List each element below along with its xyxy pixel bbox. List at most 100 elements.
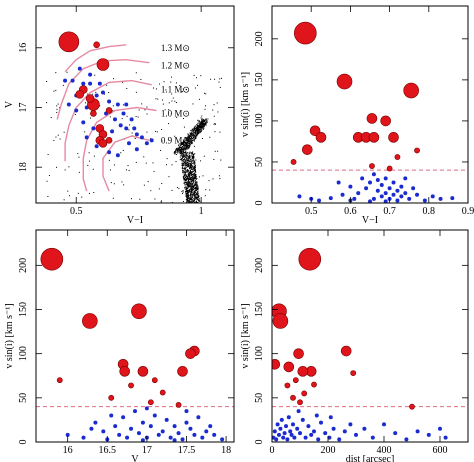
field-star: [193, 184, 195, 186]
field-star: [192, 180, 194, 182]
data-point-slow: [298, 431, 302, 436]
field-star: [195, 132, 197, 134]
field-star: [195, 207, 196, 208]
field-star: [196, 186, 198, 188]
field-star: [187, 160, 189, 162]
slow-rotators: [297, 172, 455, 203]
field-star: [191, 166, 193, 168]
field-star: [203, 123, 205, 125]
field-star: [195, 178, 197, 180]
y-tick-label: 0: [18, 440, 29, 445]
field-star: [126, 87, 128, 89]
data-point-slow: [403, 176, 408, 181]
field-star: [182, 142, 184, 144]
track-3: [82, 106, 157, 192]
field-star: [184, 164, 186, 166]
field-star: [185, 139, 187, 141]
data-point-slow: [375, 178, 380, 183]
field-star: [192, 154, 194, 156]
data-point-slow: [275, 422, 280, 427]
field-star: [150, 190, 152, 192]
field-star: [188, 174, 190, 176]
field-star: [190, 182, 192, 184]
data-point-slow: [94, 144, 99, 149]
field-star: [189, 144, 191, 146]
field-star: [188, 190, 190, 192]
data-point-fast: [311, 381, 317, 388]
field-star: [195, 173, 197, 175]
data-point-fast: [131, 303, 147, 320]
data-point-fast: [292, 377, 299, 384]
field-star: [192, 196, 194, 198]
field-star: [190, 168, 192, 170]
field-star: [122, 149, 124, 151]
field-star: [109, 169, 111, 171]
field-star: [196, 205, 197, 206]
field-star: [186, 194, 188, 196]
field-star: [190, 164, 192, 166]
field-star: [194, 195, 196, 197]
field-star: [191, 129, 193, 131]
field-star: [189, 194, 191, 196]
field-star: [112, 110, 114, 112]
data-point-slow: [348, 422, 353, 427]
data-point-slow: [404, 437, 409, 442]
y-tick-label: 50: [254, 157, 265, 167]
field-star: [205, 122, 207, 124]
field-star: [188, 139, 190, 141]
data-point-slow: [399, 184, 404, 189]
field-star: [190, 180, 192, 182]
field-star: [131, 198, 133, 200]
field-star: [182, 193, 184, 195]
field-star: [193, 137, 195, 139]
field-star: [186, 164, 188, 166]
field-star: [180, 146, 182, 148]
field-star: [186, 141, 188, 143]
data-point-slow: [295, 426, 300, 431]
field-star: [192, 168, 194, 170]
field-star: [120, 152, 122, 154]
field-star: [188, 154, 190, 156]
field-star: [199, 200, 201, 202]
field-star: [93, 155, 95, 157]
field-star: [184, 168, 186, 170]
field-star: [155, 130, 157, 132]
field-star: [190, 205, 191, 206]
field-star: [186, 192, 188, 194]
field-star: [206, 122, 208, 124]
field-star: [202, 118, 204, 120]
field-star: [191, 157, 193, 159]
data-point-fast: [298, 247, 322, 271]
field-star: [187, 165, 189, 167]
field-star: [182, 152, 184, 154]
data-point-slow: [70, 78, 75, 83]
field-star: [186, 200, 188, 202]
field-star: [187, 192, 189, 194]
field-star: [221, 77, 223, 79]
field-star: [217, 111, 219, 113]
field-star: [193, 129, 195, 131]
field-star: [126, 115, 128, 117]
field-star: [50, 116, 52, 118]
field-star: [187, 164, 189, 166]
data-point-slow: [368, 199, 372, 203]
field-star: [182, 88, 184, 90]
field-star: [196, 128, 198, 130]
field-star: [188, 147, 190, 149]
field-star: [192, 200, 194, 202]
field-star: [87, 164, 89, 166]
field-star: [190, 205, 191, 206]
data-point-slow: [156, 432, 161, 437]
x-tick-label: 600: [433, 445, 448, 456]
field-star: [196, 135, 198, 137]
field-star: [199, 121, 201, 123]
field-star: [46, 180, 48, 182]
field-star: [164, 109, 166, 111]
field-star: [186, 182, 188, 184]
field-star: [187, 151, 189, 153]
plot-area: [36, 247, 234, 442]
field-star: [190, 139, 192, 141]
field-star: [185, 150, 187, 152]
field-star: [94, 74, 96, 76]
field-star: [191, 143, 193, 145]
